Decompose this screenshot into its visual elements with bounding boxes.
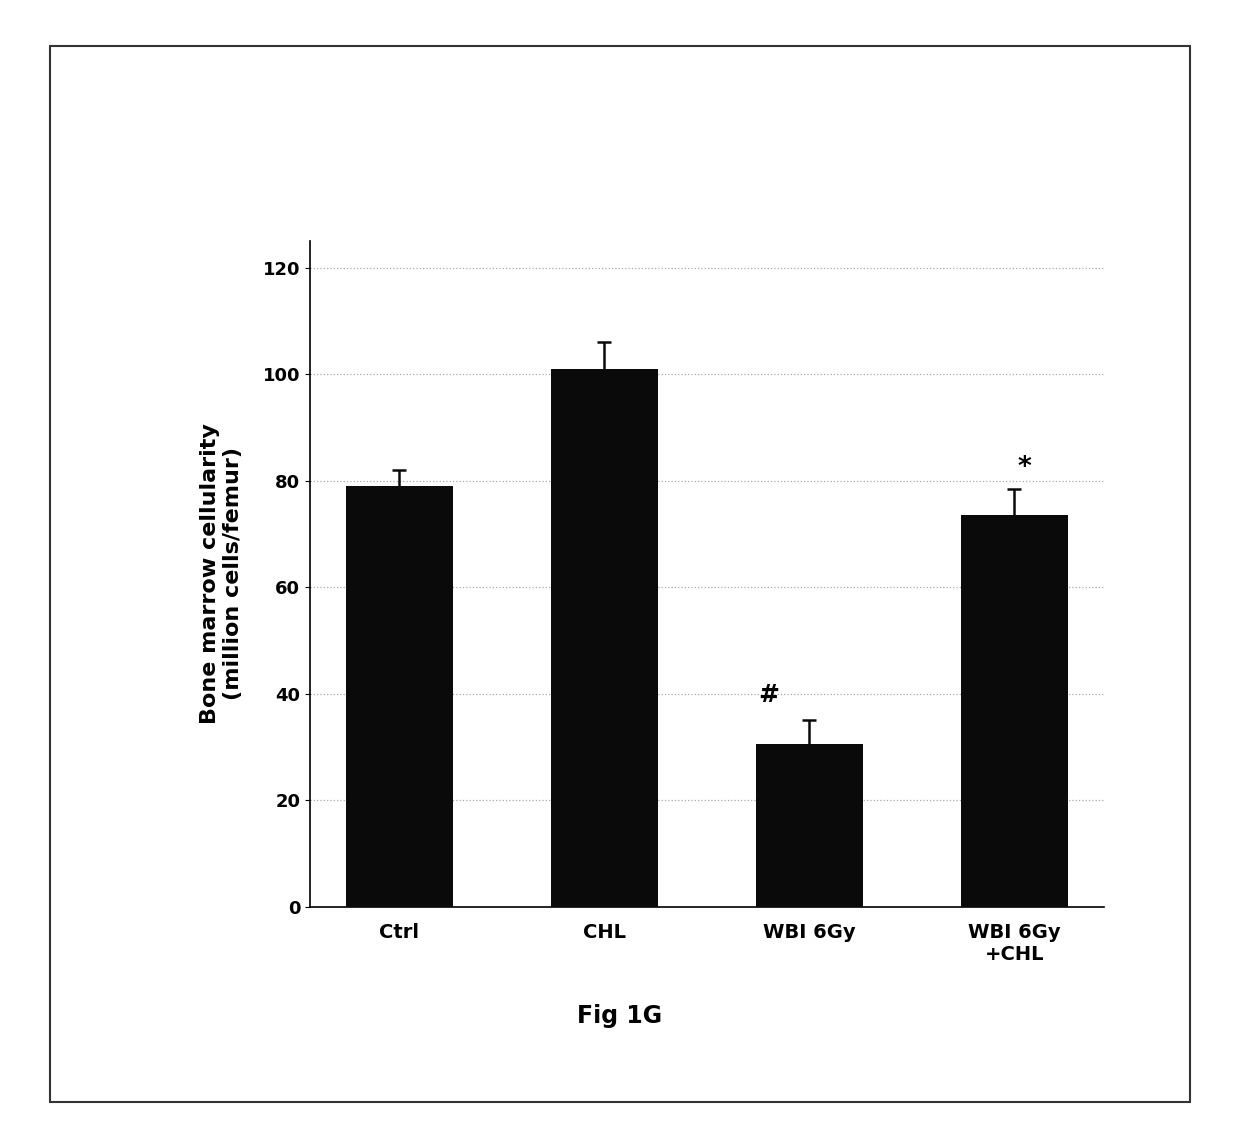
Bar (551, 369, 657, 907)
Text: #: # (758, 683, 779, 707)
Bar (346, 486, 453, 907)
Y-axis label: Bone marrow cellularity
(million cells/femur): Bone marrow cellularity (million cells/f… (200, 424, 243, 724)
Text: Fig 1G: Fig 1G (578, 1004, 662, 1027)
Bar (756, 744, 863, 907)
Text: *: * (1018, 455, 1032, 481)
Bar (961, 515, 1068, 907)
FancyBboxPatch shape (50, 46, 1190, 1102)
